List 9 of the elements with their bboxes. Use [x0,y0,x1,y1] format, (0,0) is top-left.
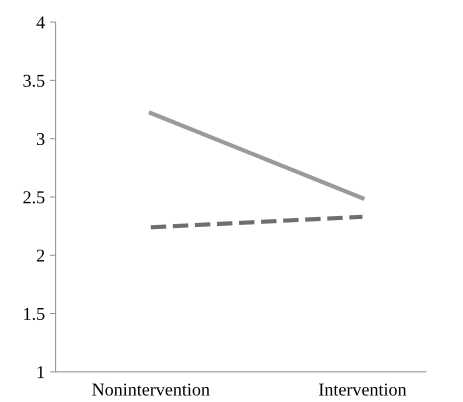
y-tick-label: 1 [38,366,44,378]
y-tick-label: 2 [36,250,44,262]
y-tick-label: 3 [36,133,44,146]
y-tick-label: 2.5 [23,191,44,204]
y-tick-label: 3.5 [23,74,44,87]
x-tick-label: Intervention [318,384,406,396]
y-tick-label: 4 [36,16,45,28]
y-tick-label: 1.5 [24,308,44,320]
x-tick-label: Nonintervention [92,384,210,396]
